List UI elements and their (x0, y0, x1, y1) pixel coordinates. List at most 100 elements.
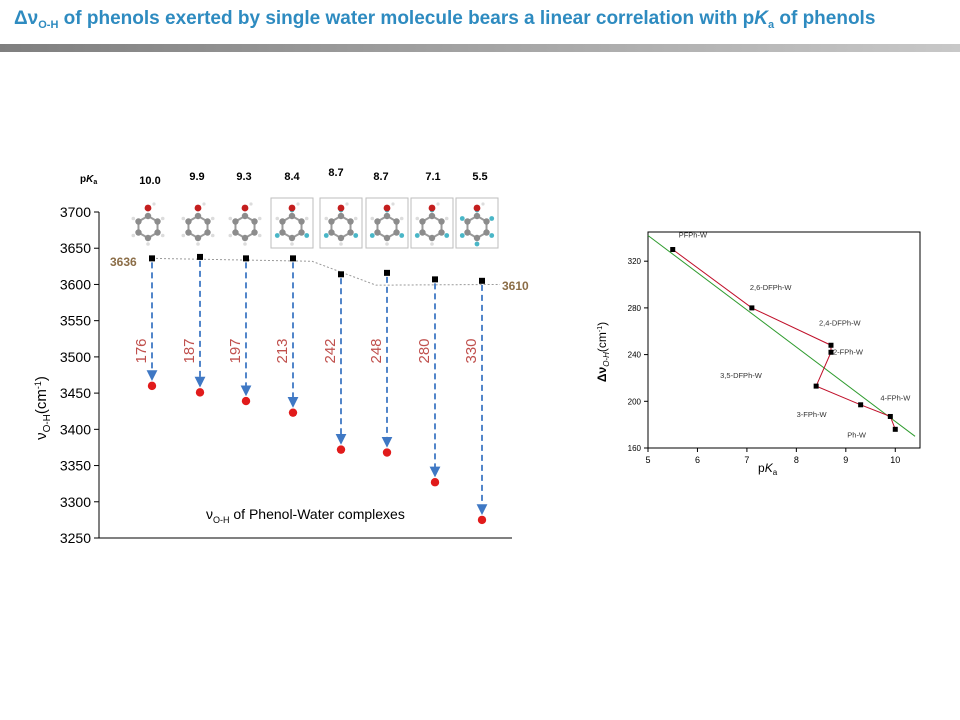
hydrogen-atom (339, 242, 343, 246)
right-x-tick-label: 5 (645, 455, 650, 465)
monomer-point (197, 253, 203, 260)
carbon-atom (473, 212, 481, 220)
complex-point (147, 381, 157, 391)
right-y-tick-label: 200 (628, 397, 642, 406)
right-y-tick-label: 320 (628, 257, 642, 266)
fluorine-atom (459, 216, 465, 221)
annotation-text: of Phenol-Water complexes (230, 506, 405, 522)
hydrogen-atom (131, 233, 136, 238)
carbon-atom (383, 234, 391, 242)
hydrogen-atom (257, 216, 262, 221)
hydrogen-atom (415, 216, 420, 221)
slide-title: ΔνO-H of phenols exerted by single water… (14, 8, 954, 31)
left-y-axis-sub: O-H (42, 414, 53, 432)
hydrogen-atom (131, 216, 136, 221)
shift-value-label: 187 (181, 338, 198, 363)
right-y-tick-label: 280 (628, 304, 642, 313)
hydrogen-atom (399, 216, 404, 221)
carbon-atom (419, 229, 426, 236)
data-point (858, 402, 864, 408)
carbon-atom (374, 218, 381, 225)
carbon-atom (251, 218, 258, 225)
carbon-atom (232, 218, 239, 225)
data-point (749, 305, 755, 311)
carbon-atom (428, 234, 436, 242)
right-x-axis-a: a (773, 468, 778, 477)
hydrogen-atom (430, 242, 434, 246)
point-label: 2,4-DFPh-W (819, 318, 862, 327)
right-x-tick-label: 6 (695, 455, 700, 465)
carbon-atom (438, 218, 445, 225)
hydrogen-atom (370, 216, 375, 221)
shift-value-label: 197 (227, 338, 244, 363)
hydroxyl-hydrogen (249, 202, 253, 206)
pka-value: 7.1 (425, 171, 440, 183)
oxygen-atom (194, 204, 202, 212)
phenol-molecule-icon (410, 197, 454, 249)
fluorine-atom (414, 233, 420, 238)
carbon-atom (144, 212, 152, 220)
carbon-atom (383, 212, 391, 220)
monomer-point (149, 255, 155, 262)
shift-value-label: 248 (368, 338, 385, 363)
left-y-tick-label: 3250 (60, 530, 91, 546)
carbon-atom (241, 234, 249, 242)
carbon-atom (279, 229, 286, 236)
hydrogen-atom (210, 216, 215, 221)
carbon-atom (279, 218, 286, 225)
carbon-atom (144, 234, 152, 242)
hydrogen-atom (196, 242, 200, 246)
complex-point (195, 388, 205, 397)
point-label: Ph-W (847, 430, 867, 439)
complex-point (241, 396, 251, 406)
left-y-tick-label: 3300 (60, 494, 91, 510)
carbon-atom (328, 218, 335, 225)
hydroxyl-hydrogen (296, 202, 300, 206)
title-text: of phenols exerted by single water molec… (58, 8, 755, 29)
shift-value-label: 330 (463, 338, 480, 363)
complex-point (336, 445, 346, 454)
carbon-atom (464, 218, 471, 225)
data-point (892, 426, 898, 432)
carbon-atom (204, 218, 211, 225)
pka-header-a: a (93, 179, 97, 186)
hydrogen-atom (304, 216, 309, 221)
annotation-nu: ν (206, 506, 213, 522)
point-label: 2,6-DFPh-W (750, 283, 793, 292)
monomer-point (479, 277, 485, 284)
hydroxyl-hydrogen (345, 202, 349, 206)
carbon-atom (464, 229, 471, 236)
pka-header: pKa (80, 174, 97, 186)
pka-value: 8.7 (328, 167, 343, 179)
fluorine-atom (399, 233, 405, 238)
hydrogen-atom (257, 233, 262, 238)
hydrogen-atom (210, 233, 215, 238)
complex-point (382, 448, 392, 457)
carbon-atom (241, 212, 249, 220)
carbon-atom (428, 212, 436, 220)
right-x-tick-label: 9 (843, 455, 848, 465)
right-y-tick-label: 160 (628, 444, 642, 453)
carbon-atom (154, 229, 161, 236)
oxygen-atom (144, 204, 152, 212)
point-label: 3-FPh-W (797, 410, 828, 419)
carbon-atom (483, 229, 490, 236)
fluorine-atom (489, 216, 495, 221)
monomer-point (290, 255, 296, 262)
carbon-atom (232, 229, 239, 236)
hydrogen-atom (385, 242, 389, 246)
left-chart: 3250 3300 3350 3400 3450 3500 3550 3600 3650 3700… (33, 167, 529, 546)
hydrogen-atom (160, 233, 165, 238)
phenol-molecule-icon (365, 197, 409, 249)
pka-value: 5.5 (472, 171, 487, 183)
data-point (887, 413, 893, 419)
hydrogen-atom (444, 216, 449, 221)
monomer-point (338, 271, 344, 278)
shift-value-label: 242 (322, 338, 339, 363)
pka-header-k: K (86, 174, 94, 185)
right-y-axis-sub: O-H (602, 352, 611, 367)
carbon-atom (347, 229, 354, 236)
hydroxyl-hydrogen (436, 202, 440, 206)
right-x-axis-p: p (758, 461, 765, 475)
right-x-tick-label: 10 (890, 455, 900, 465)
